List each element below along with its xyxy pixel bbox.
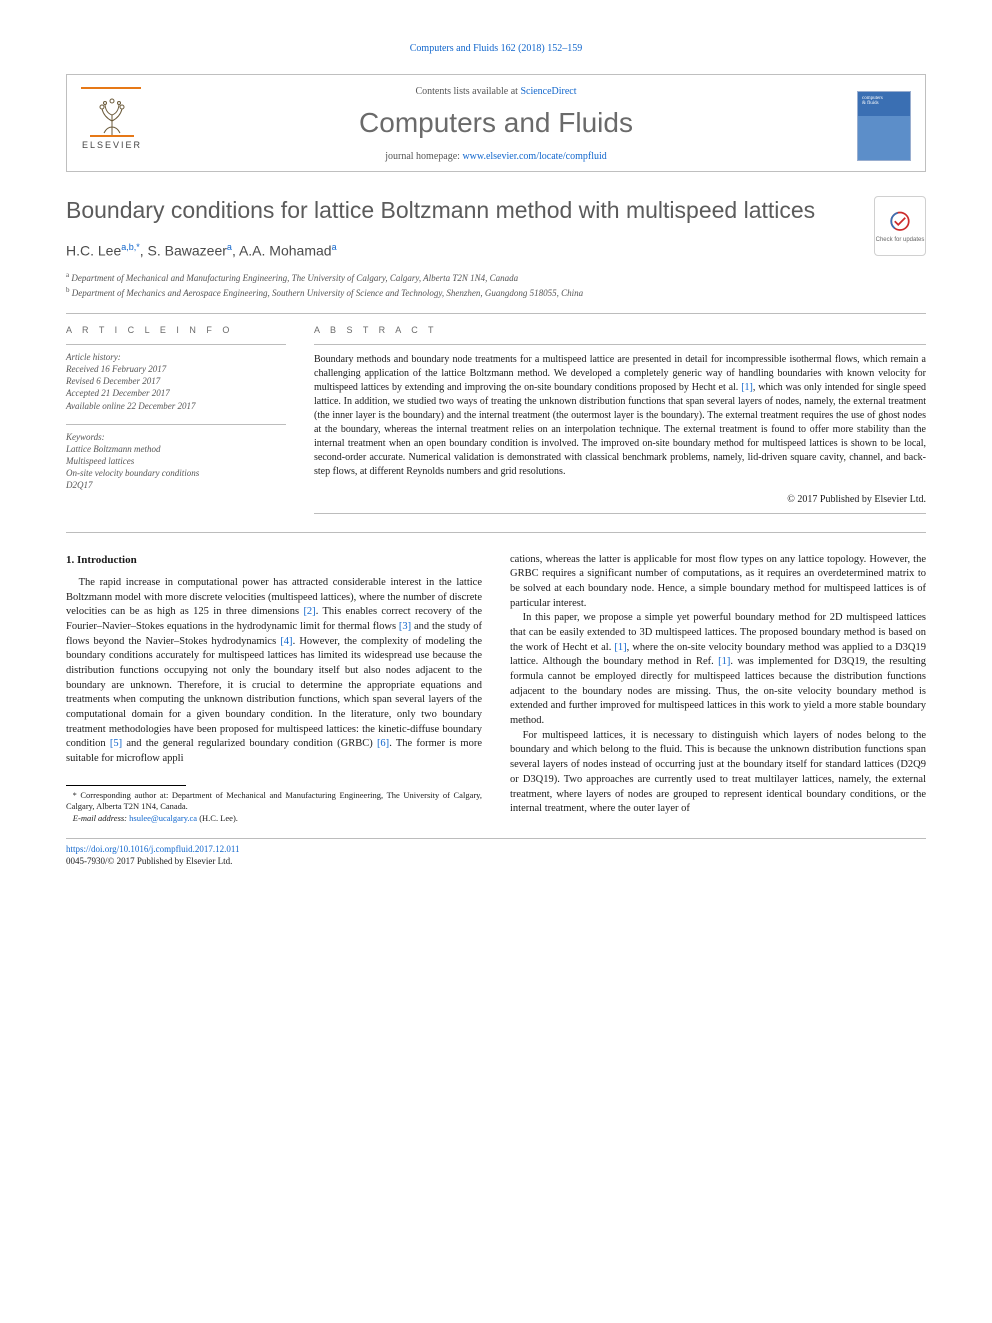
orange-rule [81,87,141,89]
abstract-heading: A B S T R A C T [314,324,926,336]
corr-text: Corresponding author at: Department of M… [66,790,482,811]
abstract-top-rule [314,344,926,345]
author-3: A.A. Mohamad [239,243,332,259]
history-heading: Article history: [66,351,286,363]
abstract-copyright: © 2017 Published by Elsevier Ltd. [314,493,926,507]
journal-home-link[interactable]: www.elsevier.com/locate/compfluid [462,151,606,162]
journal-cover-thumb: computers & fluids [857,91,911,161]
author-3-sup: a [332,242,337,252]
abstract-column: A B S T R A C T Boundary methods and bou… [314,324,926,514]
elsevier-logo: ELSEVIER [83,93,141,163]
sciencedirect-link[interactable]: ScienceDirect [520,86,576,97]
home-prefix: journal homepage: [385,151,462,162]
cover-line-2: & fluids [862,101,906,107]
affil-a-text: Department of Mechanical and Manufacturi… [71,273,518,283]
divider-2 [66,532,926,533]
corresponding-author: * Corresponding author at: Department of… [66,790,482,812]
running-head: Computers and Fluids 162 (2018) 152–159 [66,42,926,56]
intro-p3: In this paper, we propose a simple yet p… [510,611,926,729]
affiliation-b: b Department of Mechanics and Aerospace … [66,286,926,299]
star-icon: * [73,791,77,800]
author-1-sup: a,b,* [121,242,140,252]
keyword-1: Lattice Boltzmann method [66,443,286,455]
article-info-heading: A R T I C L E I N F O [66,324,286,336]
keyword-4: D2Q17 [66,479,286,491]
intro-p1: The rapid increase in computational powe… [66,576,482,767]
elsevier-tree-icon [90,93,134,137]
elsevier-wordmark: ELSEVIER [82,139,142,151]
intro-p4: For multispeed lattices, it is necessary… [510,729,926,817]
author-1: H.C. Lee [66,243,121,259]
article-info-column: A R T I C L E I N F O Article history: R… [66,324,286,514]
keyword-2: Multispeed lattices [66,455,286,467]
check-updates-label: Check for updates [876,237,925,245]
keywords-heading: Keywords: [66,431,286,443]
affil-b-sup: b [66,286,70,294]
footnote-separator [66,785,186,786]
issn-line: 0045-7930/© 2017 Published by Elsevier L… [66,856,232,866]
keywords-block: Keywords: Lattice Boltzmann method Multi… [66,424,286,492]
history-revised: Revised 6 December 2017 [66,375,286,387]
author-2-sup: a [227,242,232,252]
journal-name: Computers and Fluids [79,104,913,142]
article-history-block: Article history: Received 16 February 20… [66,344,286,412]
divider-1 [66,313,926,314]
abstract-bottom-rule [314,513,926,514]
email-person: (H.C. Lee). [199,813,238,823]
article-title: Boundary conditions for lattice Boltzman… [66,196,926,225]
abstract-text: Boundary methods and boundary node treat… [314,353,926,479]
footnotes: * Corresponding author at: Department of… [66,790,482,824]
authors-line: H.C. Leea,b,*, S. Bawazeera, A.A. Mohama… [66,241,926,261]
affil-b-text: Department of Mechanics and Aerospace En… [72,288,583,298]
contents-line: Contents lists available at ScienceDirec… [79,85,913,99]
keyword-3: On-site velocity boundary conditions [66,467,286,479]
author-2: S. Bawazeer [148,243,227,259]
title-text: Boundary conditions for lattice Boltzman… [66,197,815,223]
footer-bar: https://doi.org/10.1016/j.compfluid.2017… [66,838,926,867]
doi-link[interactable]: https://doi.org/10.1016/j.compfluid.2017… [66,844,240,854]
affiliation-a: a Department of Mechanical and Manufactu… [66,271,926,284]
section-1-heading: 1. Introduction [66,553,482,568]
history-accepted: Accepted 21 December 2017 [66,387,286,399]
email-link[interactable]: hsulee@ucalgary.ca [129,813,197,823]
email-line: E-mail address: hsulee@ucalgary.ca (H.C.… [66,813,482,824]
masthead: ELSEVIER computers & fluids Contents lis… [66,74,926,173]
crossmark-icon [886,209,914,237]
intro-p2: cations, whereas the latter is applicabl… [510,553,926,612]
affil-a-sup: a [66,271,69,279]
history-received: Received 16 February 2017 [66,363,286,375]
journal-home-line: journal homepage: www.elsevier.com/locat… [79,150,913,164]
intro-p1-text: The rapid increase in computational powe… [66,577,482,764]
email-label: E-mail address: [73,813,127,823]
history-online: Available online 22 December 2017 [66,400,286,412]
body-two-column: 1. Introduction The rapid increase in co… [66,553,926,825]
contents-prefix: Contents lists available at [415,86,520,97]
check-updates-badge[interactable]: Check for updates [874,196,926,256]
